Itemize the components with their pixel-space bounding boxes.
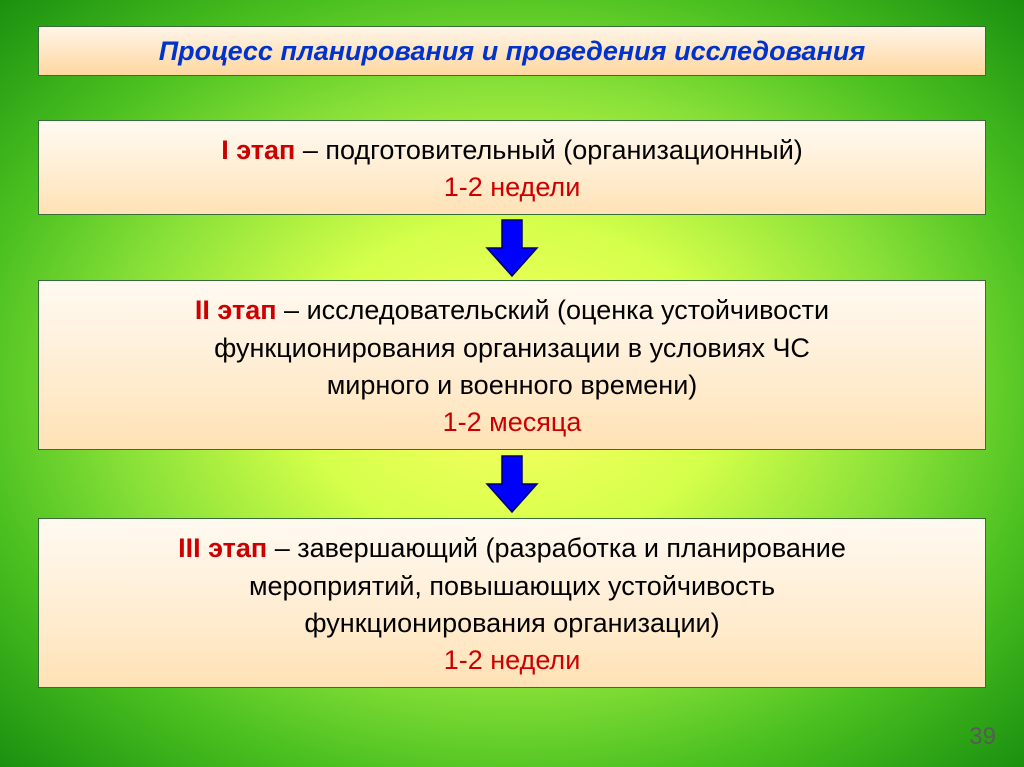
stage-2-duration: 1-2 месяца xyxy=(443,407,582,438)
stage-box-1: I этап – подготовительный (организационн… xyxy=(38,120,986,215)
stage-1-description: подготовительный (организационный) xyxy=(325,135,802,165)
slide-title: Процесс планирования и проведения исслед… xyxy=(159,36,865,67)
stage-box-2: II этап – исследовательский (оценка усто… xyxy=(38,280,986,450)
stage-1-separator: – xyxy=(295,135,325,165)
arrow-down-icon xyxy=(482,454,542,514)
stage-3-line3: функционирования организации) xyxy=(304,605,719,643)
slide-background: Процесс планирования и проведения исслед… xyxy=(0,0,1024,767)
stage-3-text: III этап – завершающий (разработка и пла… xyxy=(178,530,846,568)
stage-2-separator: – xyxy=(277,295,307,325)
stage-3-duration: 1-2 недели xyxy=(444,645,581,676)
stage-2-text: II этап – исследовательский (оценка усто… xyxy=(195,292,829,330)
title-box: Процесс планирования и проведения исслед… xyxy=(38,26,986,76)
stage-2-line1: исследовательский (оценка устойчивости xyxy=(307,295,830,325)
stage-3-label: III этап xyxy=(178,533,267,563)
stage-2-line2: функционирования организации в условиях … xyxy=(214,330,810,368)
stage-2-line3: мирного и военного времени) xyxy=(327,367,698,405)
stage-3-separator: – xyxy=(267,533,297,563)
stage-1-text: I этап – подготовительный (организационн… xyxy=(221,132,803,170)
stage-box-3: III этап – завершающий (разработка и пла… xyxy=(38,518,986,688)
stage-1-label: I этап xyxy=(221,135,295,165)
stage-1-duration: 1-2 недели xyxy=(444,172,581,203)
stage-3-line1: завершающий (разработка и планирование xyxy=(297,533,846,563)
stage-3-line2: мероприятий, повышающих устойчивость xyxy=(249,568,775,606)
page-number: 39 xyxy=(969,723,996,751)
arrow-down-icon xyxy=(482,218,542,278)
stage-2-label: II этап xyxy=(195,295,277,325)
